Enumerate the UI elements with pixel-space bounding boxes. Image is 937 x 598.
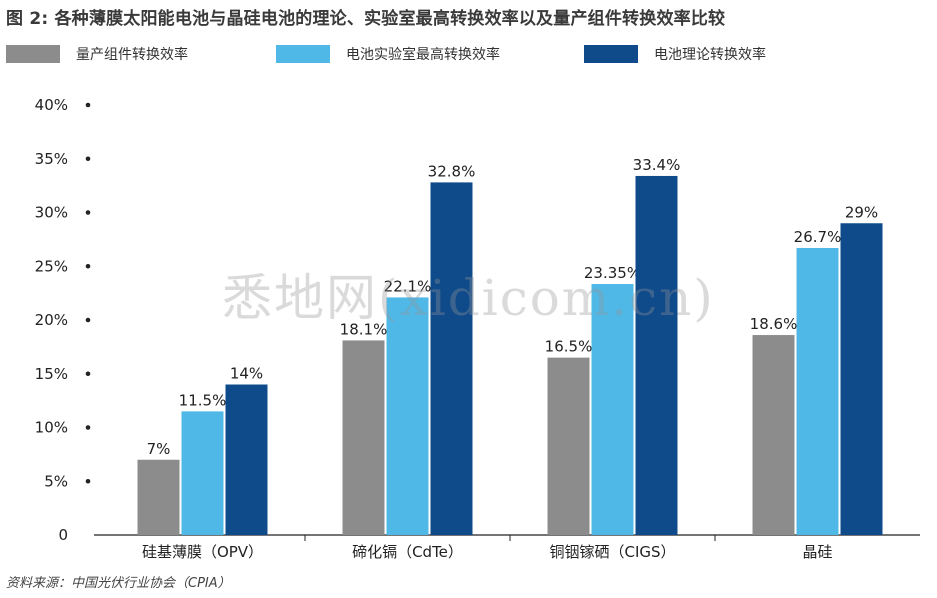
x-tick-label: 晶硅 [802, 543, 832, 561]
watermark: 悉地网(xidicom.cn) [222, 269, 715, 327]
legend-label-theoretical: 电池理论转换效率 [654, 47, 766, 63]
data-label: 33.4% [633, 156, 681, 174]
bar [342, 340, 385, 535]
data-label: 32.8% [428, 162, 476, 180]
y-tick-label: 20% [35, 311, 68, 329]
legend-label-lab-max: 电池实验室最高转换效率 [346, 47, 500, 63]
legend-label-mass-production: 量产组件转换效率 [76, 47, 188, 63]
x-tick-label: 硅基薄膜（OPV） [142, 543, 263, 561]
bar [225, 384, 268, 535]
data-label: 29% [845, 203, 878, 221]
y-tick-dot [85, 371, 91, 377]
y-tick-dot [85, 102, 91, 108]
bar [840, 223, 883, 535]
data-label: 22.1% [384, 277, 432, 295]
data-label: 26.7% [794, 228, 842, 246]
data-label: 16.5% [545, 338, 593, 356]
bar [752, 335, 795, 535]
x-tick-label: 铜铟镓硒（CIGS） [549, 543, 675, 561]
legend-swatch-theoretical [584, 45, 638, 63]
bar [796, 247, 839, 535]
x-tick-label: 碲化镉（CdTe） [352, 543, 463, 561]
bar [591, 283, 634, 535]
bar [137, 459, 180, 535]
y-tick-label: 0 [58, 526, 68, 544]
y-tick-dot [85, 317, 91, 323]
legend-item-theoretical: 电池理论转换效率 [584, 44, 766, 64]
y-tick-label: 30% [35, 204, 68, 222]
legend-swatch-mass-production [6, 45, 60, 63]
data-label: 14% [230, 365, 263, 383]
bar [386, 297, 429, 535]
data-label: 18.6% [750, 315, 798, 333]
y-tick-dot [85, 210, 91, 215]
bar [430, 182, 473, 535]
data-label: 7% [147, 440, 171, 458]
y-tick-label: 10% [35, 419, 68, 437]
legend: 量产组件转换效率 电池实验室最高转换效率 电池理论转换效率 [0, 44, 937, 70]
data-label: 18.1% [340, 320, 388, 338]
y-tick-dot [85, 263, 91, 269]
y-tick-dot [85, 156, 91, 162]
bar [547, 357, 590, 535]
legend-swatch-lab-max [276, 45, 330, 63]
y-tick-dot [85, 478, 91, 484]
legend-item-mass-production: 量产组件转换效率 [6, 44, 188, 64]
y-tick-label: 5% [44, 472, 68, 490]
page-title: 图 2: 各种薄膜太阳能电池与晶硅电池的理论、实验室最高转换效率以及量产组件转换… [6, 9, 726, 29]
data-label: 11.5% [179, 391, 227, 409]
source-note: 资料来源：中国光伏行业协会（CPIA） [6, 576, 231, 591]
bar [635, 175, 678, 535]
y-tick-label: 40% [35, 96, 68, 114]
data-label: 23.35% [584, 264, 641, 282]
y-tick-label: 35% [35, 150, 68, 168]
y-tick-dot [85, 425, 91, 430]
y-tick-label: 15% [35, 365, 68, 383]
bar [181, 411, 224, 535]
legend-item-lab-max: 电池实验室最高转换效率 [276, 44, 500, 64]
y-tick-label: 25% [35, 257, 68, 275]
